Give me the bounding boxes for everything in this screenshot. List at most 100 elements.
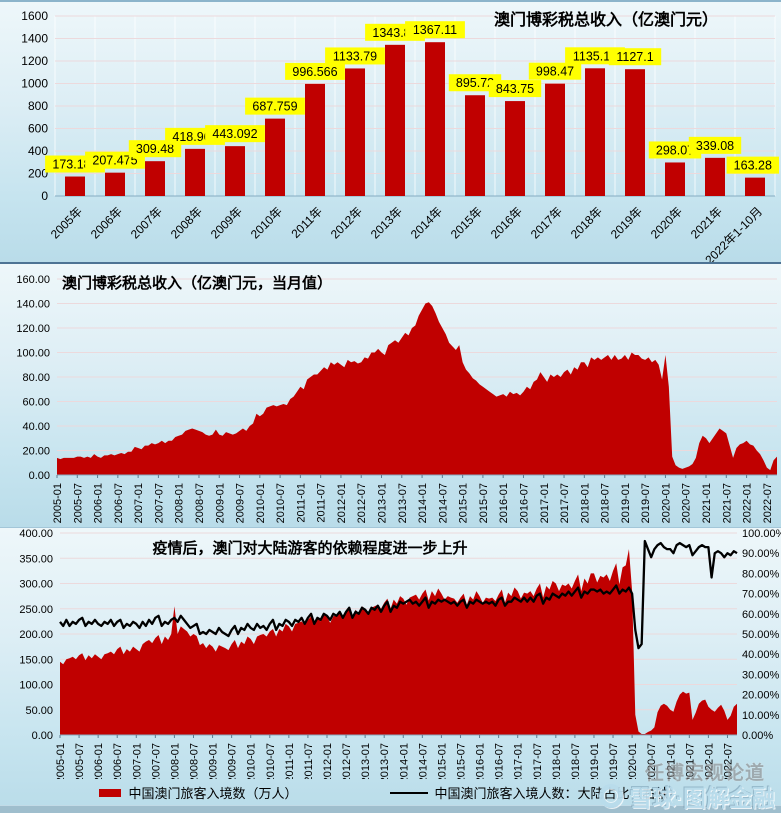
bar-2007年 bbox=[145, 161, 165, 196]
svg-text:50.00: 50.00 bbox=[25, 705, 53, 717]
x-date-label: 2017-07 bbox=[559, 483, 571, 523]
svg-text:140.00: 140.00 bbox=[16, 299, 50, 311]
chart3-plot: 0.00 50.00 100.00 150.00 200.00 250.00 300.00 3… bbox=[19, 528, 781, 779]
svg-text:600: 600 bbox=[28, 122, 48, 136]
x-category-label: 2008年 bbox=[168, 204, 205, 241]
x-category-label: 2006年 bbox=[88, 204, 125, 241]
bar-value-label: 298.07 bbox=[656, 143, 694, 157]
bar-2016年 bbox=[505, 101, 525, 196]
x-date-label: 2008-01 bbox=[169, 743, 181, 779]
bar-2021年 bbox=[705, 157, 725, 196]
x-date-label: 2017-01 bbox=[513, 743, 525, 779]
svg-text:10.00%: 10.00% bbox=[742, 710, 780, 722]
tax-area-series bbox=[57, 302, 777, 475]
svg-text:40.00: 40.00 bbox=[22, 421, 50, 433]
bar-2018年 bbox=[585, 68, 605, 196]
x-date-label: 2009-01 bbox=[214, 483, 226, 523]
bar-value-label: 443.092 bbox=[212, 127, 257, 141]
svg-text:60.00%: 60.00% bbox=[742, 609, 780, 621]
bar-value-label-bg bbox=[608, 48, 662, 66]
chart2-plot: 0.00 20.00 40.00 60.00 80.00 100.00 120.00 140.… bbox=[16, 274, 777, 523]
x-category-label: 2020年 bbox=[648, 204, 685, 241]
bar-2022年1-10月 bbox=[745, 177, 765, 196]
x-date-label: 2020-01 bbox=[627, 743, 639, 779]
bar-2012年 bbox=[345, 68, 365, 196]
bar-2019年 bbox=[625, 69, 645, 196]
bar-value-label-bg bbox=[688, 136, 742, 154]
x-date-label: 2009-07 bbox=[235, 483, 247, 523]
bar-2005年 bbox=[65, 176, 85, 196]
x-category-label: 2019年 bbox=[608, 204, 645, 241]
svg-text:80.00: 80.00 bbox=[22, 372, 50, 384]
bar-value-label-bg bbox=[205, 125, 265, 143]
bar-2011年 bbox=[305, 83, 325, 196]
x-date-label: 2016-01 bbox=[498, 483, 510, 523]
x-date-label: 2011-01 bbox=[295, 483, 307, 523]
x-date-label: 2019-07 bbox=[640, 483, 652, 523]
x-date-label: 2007-07 bbox=[153, 483, 165, 523]
x-category-label: 2021年 bbox=[688, 204, 725, 241]
mainland-share-line-series bbox=[59, 539, 738, 650]
x-date-label: 2018-01 bbox=[579, 483, 591, 523]
xueqiu-snowball-logo-icon bbox=[599, 784, 624, 808]
svg-text:120.00: 120.00 bbox=[16, 323, 50, 335]
x-date-label: 2015-01 bbox=[458, 483, 470, 523]
x-date-label: 2006-07 bbox=[113, 483, 125, 523]
svg-text:70.00%: 70.00% bbox=[742, 589, 780, 601]
x-date-label: 2005-07 bbox=[74, 743, 86, 779]
x-date-label: 2011-01 bbox=[284, 743, 296, 779]
x-category-label: 2018年 bbox=[568, 204, 605, 241]
bar-value-label-bg bbox=[488, 80, 542, 98]
x-date-label: 2006-07 bbox=[112, 743, 124, 779]
x-date-label: 2015-07 bbox=[455, 743, 467, 779]
svg-text:160.00: 160.00 bbox=[16, 274, 50, 286]
bar-value-label: 843.75 bbox=[496, 82, 534, 96]
bar-value-label: 998.47 bbox=[536, 65, 574, 79]
bar-value-label-bg bbox=[448, 74, 502, 92]
x-date-label: 2006-01 bbox=[93, 483, 105, 523]
bar-value-label: 1133.79 bbox=[333, 49, 377, 63]
bar-2006年 bbox=[105, 172, 125, 196]
svg-text:90.00%: 90.00% bbox=[742, 548, 780, 560]
x-date-label: 2014-01 bbox=[417, 483, 429, 523]
x-date-label: 2008-01 bbox=[174, 483, 186, 523]
bar-2017年 bbox=[545, 83, 565, 196]
x-category-label: 2015年 bbox=[448, 204, 485, 241]
x-date-label: 2007-01 bbox=[131, 743, 143, 779]
x-category-label: 2017年 bbox=[528, 204, 565, 241]
x-date-label: 2015-01 bbox=[436, 743, 448, 779]
x-date-label: 2022-07 bbox=[722, 743, 734, 779]
x-date-label: 2017-07 bbox=[532, 743, 544, 779]
x-date-label: 2016-07 bbox=[518, 483, 530, 523]
x-date-label: 2018-07 bbox=[600, 483, 612, 523]
bar-2010年 bbox=[265, 118, 285, 196]
svg-text:0.00: 0.00 bbox=[32, 730, 53, 742]
x-date-label: 2010-07 bbox=[265, 743, 277, 779]
svg-text:100.00%: 100.00% bbox=[742, 528, 781, 540]
chart1-annual-tax-bar-chart: 02004006008001000120014001600173.187207.… bbox=[21, 9, 779, 262]
x-date-label: 2005-07 bbox=[72, 483, 84, 523]
x-date-label: 2021-01 bbox=[701, 483, 713, 523]
x-category-label: 2012年 bbox=[328, 204, 365, 241]
x-date-label: 2016-07 bbox=[494, 743, 506, 779]
x-date-label: 2022-07 bbox=[762, 483, 774, 523]
x-category-label: 2009年 bbox=[208, 204, 245, 241]
x-date-label: 2018-07 bbox=[570, 743, 582, 779]
visitors-area-series bbox=[60, 549, 737, 735]
x-date-label: 2022-01 bbox=[703, 743, 715, 779]
line-series-swatch-icon bbox=[389, 791, 428, 794]
x-date-label: 2012-07 bbox=[341, 743, 353, 779]
x-date-label: 2008-07 bbox=[188, 743, 200, 779]
chart1-section: 0 200 400 600 800 1000 1200 1400 1600 173.187 207.… bbox=[0, 0, 781, 262]
x-date-label: 2012-01 bbox=[322, 743, 334, 779]
svg-text:40.00%: 40.00% bbox=[742, 649, 780, 661]
x-category-label: 2011年 bbox=[288, 204, 325, 241]
bar-2008年 bbox=[185, 148, 205, 196]
x-date-label: 2020-07 bbox=[646, 743, 658, 779]
x-date-label: 2009-07 bbox=[227, 743, 239, 779]
bottom-strip bbox=[0, 805, 781, 813]
x-date-label: 2016-01 bbox=[475, 743, 487, 779]
chart3-section: 0.00 50.00 100.00 150.00 200.00 250.00 300.00 3… bbox=[0, 527, 781, 813]
bar-value-label-bg bbox=[325, 47, 385, 65]
svg-text:400.00: 400.00 bbox=[19, 528, 53, 540]
